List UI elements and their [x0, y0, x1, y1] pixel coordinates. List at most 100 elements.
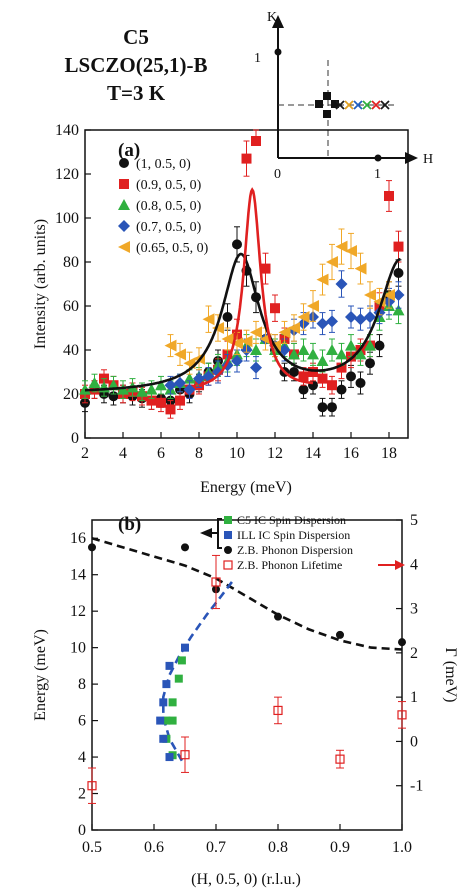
- panel-b-x-axis-label: (H, 0.5, 0) (r.l.u.): [191, 871, 301, 888]
- legend-entry: C5 IC Spin Dispersion: [224, 513, 346, 527]
- inset-cross-marker: [353, 100, 363, 110]
- y-tick-label: 12: [70, 603, 86, 620]
- data-point: [136, 385, 148, 397]
- data-point: [346, 371, 356, 382]
- data-point: [336, 630, 344, 639]
- y-tick-label: 140: [55, 122, 79, 139]
- data-point: [251, 136, 261, 146]
- data-point: [162, 680, 171, 689]
- data-point: [270, 303, 280, 314]
- data-point: [222, 312, 233, 322]
- data-point: [156, 397, 166, 408]
- x-tick-label: 14: [305, 445, 321, 462]
- inset-cross-marker: [380, 100, 390, 110]
- legend-marker: [223, 560, 233, 570]
- legend-label: Z.B. Phonon Lifetime: [237, 558, 342, 572]
- data-point: [393, 241, 404, 252]
- inset-tick-0: 0: [274, 167, 281, 182]
- legend-marker: [119, 179, 129, 189]
- y-tick-label: 20: [63, 386, 79, 403]
- data-point: [260, 263, 271, 274]
- y2-tick-label: -1: [410, 778, 423, 795]
- data-point: [211, 577, 221, 587]
- data-point: [156, 716, 165, 725]
- data-point: [316, 317, 329, 330]
- x-tick-label: 0.9: [330, 839, 350, 856]
- data-point: [274, 612, 282, 621]
- x-tick-label: 18: [381, 445, 397, 462]
- data-point: [335, 278, 348, 290]
- x-tick-label: 0.7: [206, 839, 226, 856]
- series-0: [162, 656, 186, 760]
- data-point: [336, 362, 347, 373]
- y-tick-label: 120: [55, 166, 79, 183]
- phonon-guide-curve: [91, 536, 403, 651]
- legend-entry: ILL IC Spin Dispersion: [224, 528, 350, 542]
- data-point: [354, 262, 367, 275]
- data-point: [393, 268, 404, 278]
- data-point: [307, 348, 319, 360]
- inset-h-label: H: [423, 152, 433, 167]
- title-line-3: T=3 K: [107, 81, 166, 105]
- data-point: [174, 348, 186, 361]
- data-point: [168, 716, 177, 725]
- data-point: [307, 300, 319, 312]
- data-point: [288, 322, 300, 334]
- data-point: [354, 348, 367, 360]
- reciprocal-space-inset: K H 0 1 1: [254, 10, 433, 182]
- data-point: [165, 753, 174, 762]
- data-point: [374, 340, 385, 351]
- legend-marker: [224, 546, 232, 554]
- data-point: [273, 705, 283, 716]
- data-point: [159, 698, 168, 707]
- inset-cross-marker: [362, 100, 372, 110]
- panel-b-y2-axis-label: Γ (meV): [442, 647, 459, 702]
- data-point: [364, 311, 376, 323]
- data-point: [193, 372, 205, 385]
- y-tick-label: 0: [71, 430, 79, 447]
- data-point: [232, 239, 242, 250]
- data-point: [174, 674, 183, 683]
- inset-point-h1: [374, 154, 382, 162]
- panel-a-label: (a): [118, 140, 140, 161]
- panel-b-frame: [91, 519, 403, 831]
- data-point: [231, 355, 243, 367]
- panel-b-y-axis-label: Energy (meV): [32, 629, 49, 721]
- data-point: [365, 358, 375, 369]
- data-point: [165, 661, 174, 670]
- legend-entry: Z.B. Phonon Lifetime: [223, 558, 342, 572]
- inset-square: [315, 100, 323, 108]
- data-point: [316, 273, 329, 286]
- inset-cross-marker: [344, 100, 354, 110]
- data-point: [289, 367, 299, 377]
- data-point: [250, 344, 262, 355]
- data-point: [335, 754, 345, 764]
- data-point: [250, 361, 262, 374]
- y-tick-label: 80: [63, 254, 79, 271]
- legend-entry: (1, 0.5, 0): [119, 157, 191, 172]
- legend-label: (0.65, 0.5, 0): [136, 241, 209, 256]
- data-point: [278, 344, 291, 356]
- data-point: [392, 304, 405, 316]
- data-point: [87, 781, 97, 791]
- x-tick-label: 6: [157, 445, 165, 462]
- inset-point-k1: [274, 48, 282, 56]
- legend-label: ILL IC Spin Dispersion: [237, 528, 350, 542]
- y-tick-label: 40: [63, 342, 79, 359]
- series-1: [156, 643, 189, 762]
- data-point: [175, 395, 185, 406]
- x-tick-label: 16: [343, 445, 359, 462]
- data-point: [326, 256, 338, 268]
- y-tick-label: 14: [70, 567, 86, 584]
- data-point: [212, 366, 224, 378]
- data-point: [327, 402, 337, 413]
- data-point: [345, 311, 357, 323]
- legend-marker: [118, 220, 130, 232]
- inset-square: [331, 100, 339, 108]
- data-point: [384, 191, 394, 201]
- data-point: [317, 402, 328, 413]
- legend-arrow-right-icon: [395, 560, 405, 570]
- inset-tick-1-k: 1: [254, 51, 261, 66]
- data-point: [177, 656, 186, 665]
- legend-label: (0.8, 0.5, 0): [136, 199, 202, 214]
